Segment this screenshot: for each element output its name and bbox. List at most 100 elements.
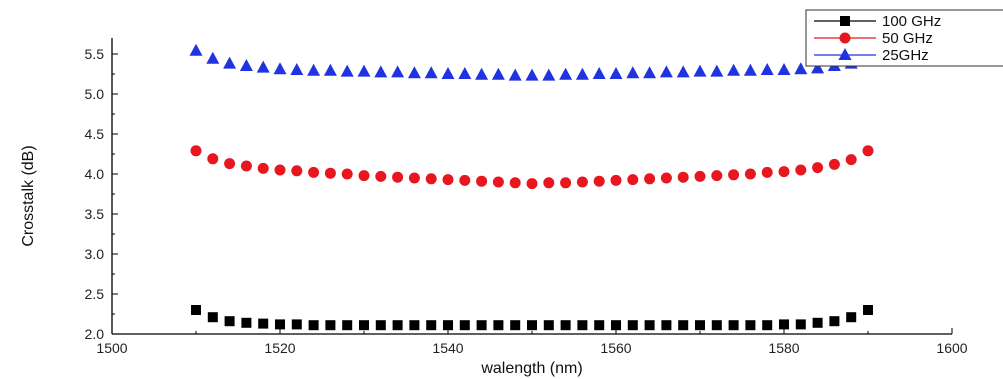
- series-1-point-32: [728, 169, 740, 181]
- series-2-point-28: [659, 65, 673, 78]
- series-2-point-12: [391, 65, 405, 78]
- series-2-point-11: [374, 65, 388, 78]
- y-tick-label-5.5: 5.5: [85, 46, 105, 62]
- series-2-point-32: [727, 63, 741, 76]
- series-0-point-3: [241, 317, 252, 328]
- y-tick-label-3: 3.0: [85, 246, 105, 262]
- y-tick-label-3.5: 3.5: [85, 206, 105, 222]
- series-0-point-20: [527, 320, 537, 331]
- series-1-point-6: [291, 165, 303, 177]
- series-2-point-6: [290, 63, 304, 75]
- series-2-point-18: [491, 67, 505, 80]
- series-2-point-36: [794, 62, 808, 75]
- series-0-point-9: [342, 320, 353, 331]
- series-0-point-2: [224, 316, 235, 327]
- series-2-point-35: [777, 63, 791, 75]
- series-1-point-13: [408, 172, 420, 184]
- series-2-point-22: [559, 67, 573, 80]
- series-0-point-13: [409, 320, 420, 331]
- series-2-point-20: [525, 68, 539, 81]
- series-1-point-14: [425, 173, 437, 185]
- series-2-point-24: [592, 67, 606, 79]
- series-0-point-24: [594, 320, 605, 331]
- series-1-point-27: [644, 173, 656, 185]
- series-2-point-15: [441, 67, 455, 79]
- series-1-point-15: [442, 174, 454, 186]
- series-2-point-37: [811, 61, 825, 74]
- series-2-point-4: [256, 60, 270, 73]
- series-2-point-10: [357, 64, 371, 77]
- series-1-point-22: [560, 177, 572, 189]
- series-1-point-21: [543, 177, 555, 189]
- series-1-point-39: [845, 154, 857, 166]
- series-2-point-9: [340, 64, 354, 77]
- series-2-point-5: [273, 62, 287, 75]
- series-1-point-11: [375, 170, 387, 182]
- series-1-point-28: [660, 172, 672, 184]
- series-0-point-18: [493, 320, 504, 331]
- series-0-point-37: [812, 317, 823, 328]
- series-0-point-40: [863, 305, 873, 315]
- series-1-point-29: [677, 171, 689, 183]
- series-2-point-7: [307, 63, 321, 76]
- series-0: [191, 305, 873, 331]
- series-2-point-0: [189, 43, 203, 56]
- x-tick-label-1600: 1600: [936, 340, 967, 356]
- series-0-point-10: [359, 320, 369, 331]
- x-tick-label-1520: 1520: [264, 340, 295, 356]
- legend-marker-1: [839, 32, 851, 44]
- series-2-point-2: [223, 56, 237, 69]
- legend-label-2: 25GHz: [882, 47, 929, 64]
- series-layer: [189, 43, 875, 331]
- series-1-point-20: [526, 178, 538, 190]
- series-0-point-1: [207, 312, 218, 323]
- series-0-point-22: [560, 320, 571, 331]
- series-2-point-19: [508, 68, 522, 81]
- legend-marker-2: [838, 48, 852, 60]
- series-1-point-1: [207, 153, 219, 165]
- series-1-point-33: [744, 168, 756, 180]
- series-2-point-21: [542, 68, 556, 81]
- y-tick-label-2.5: 2.5: [85, 286, 105, 302]
- series-1-point-18: [492, 176, 504, 188]
- series-0-point-38: [829, 316, 840, 327]
- series-2-point-27: [643, 66, 657, 79]
- series-1-point-40: [862, 145, 874, 157]
- series-1-point-12: [392, 171, 404, 183]
- y-tick-label-5: 5.0: [85, 86, 105, 102]
- x-tick-label-1580: 1580: [768, 340, 799, 356]
- series-0-point-33: [745, 320, 756, 331]
- series-1-point-24: [593, 175, 605, 187]
- series-0-point-21: [543, 320, 554, 331]
- x-tick-label-1500: 1500: [96, 340, 127, 356]
- series-0-point-39: [846, 312, 857, 323]
- series-1-point-5: [274, 164, 286, 176]
- series-1-point-0: [190, 145, 202, 157]
- series-1-point-34: [761, 166, 773, 178]
- legend-marker-0: [840, 16, 850, 26]
- series-0-point-23: [577, 320, 588, 331]
- series-2-point-8: [323, 63, 337, 76]
- series-2-point-13: [407, 66, 421, 79]
- series-0-point-11: [375, 320, 386, 331]
- y-tick-label-2: 2.0: [85, 326, 105, 342]
- series-1-point-36: [795, 164, 807, 176]
- series-1-point-35: [778, 166, 790, 178]
- y-tick-label-4: 4.0: [85, 166, 105, 182]
- series-1-point-2: [224, 158, 236, 170]
- series-0-point-7: [308, 320, 319, 331]
- series-1-point-23: [576, 176, 588, 188]
- series-0-point-15: [443, 320, 453, 331]
- series-0-point-16: [459, 320, 470, 331]
- series-2-point-14: [424, 66, 438, 79]
- series-1-point-26: [627, 174, 639, 186]
- x-ticks: 1500 1520 1540 1560 1580 1600: [96, 328, 968, 356]
- series-0-point-0: [191, 305, 201, 315]
- series-2-point-31: [710, 64, 724, 77]
- series-2-point-34: [760, 63, 774, 75]
- y-tick-label-4.5: 4.5: [85, 126, 105, 142]
- series-1-point-3: [240, 160, 252, 172]
- series-2-point-26: [626, 66, 640, 79]
